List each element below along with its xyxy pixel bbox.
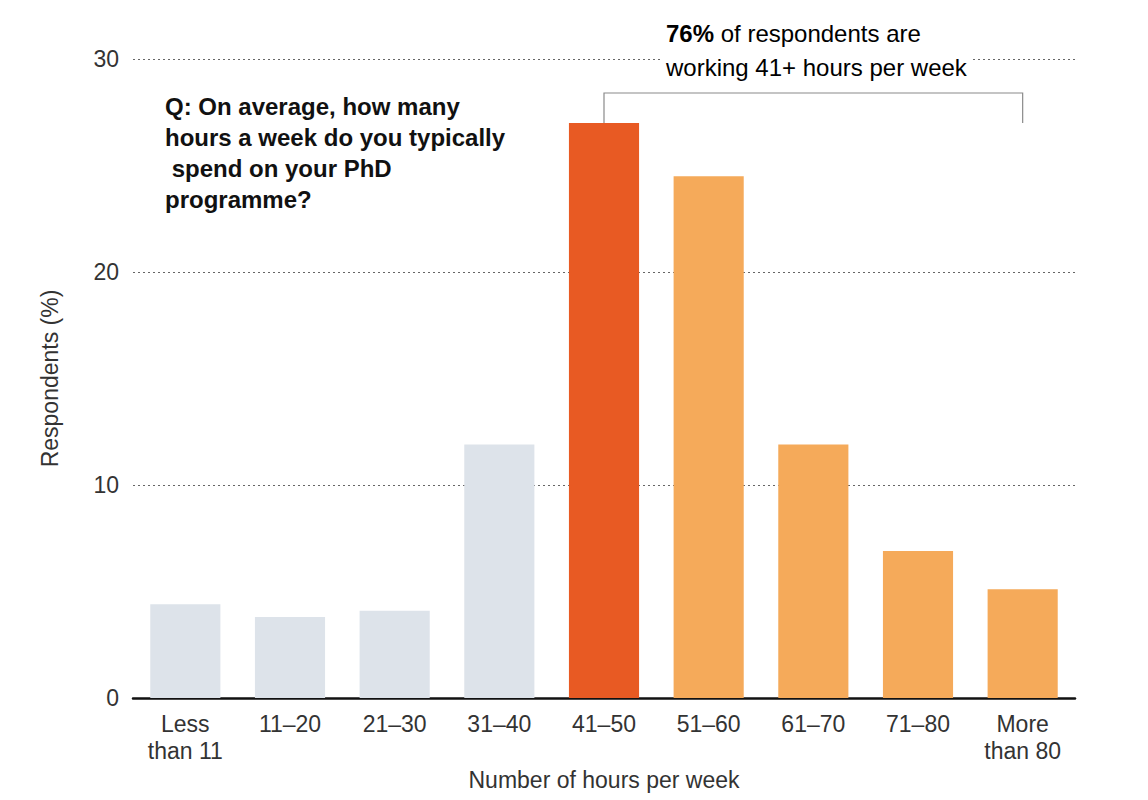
svg-text:Number of hours per week: Number of hours per week <box>468 767 740 793</box>
svg-text:spend on your PhD: spend on your PhD <box>165 155 398 182</box>
svg-text:20: 20 <box>93 259 119 285</box>
svg-text:41–50: 41–50 <box>572 711 636 737</box>
svg-text:working 41+ hours per week: working 41+ hours per week <box>665 54 968 81</box>
svg-text:51–60: 51–60 <box>677 711 741 737</box>
svg-text:71–80: 71–80 <box>886 711 950 737</box>
svg-text:than 80: than 80 <box>984 738 1061 764</box>
svg-text:31–40: 31–40 <box>467 711 531 737</box>
svg-text:hours a week do you typically: hours a week do you typically <box>165 124 506 151</box>
svg-text:Q: On average, how many: Q: On average, how many <box>165 93 466 120</box>
svg-text:76%: 76% <box>666 20 714 47</box>
svg-text:Respondents (%): Respondents (%) <box>37 290 63 468</box>
svg-text:21–30: 21–30 <box>363 711 427 737</box>
svg-text:10: 10 <box>93 472 119 498</box>
svg-text:11–20: 11–20 <box>259 711 321 737</box>
svg-text:30: 30 <box>93 46 119 72</box>
svg-text:0: 0 <box>106 685 119 711</box>
svg-text:of respondents are: of respondents are <box>714 20 921 47</box>
svg-text:61–70: 61–70 <box>781 711 845 737</box>
svg-text:programme?: programme? <box>165 186 312 213</box>
svg-text:than 11: than 11 <box>148 738 223 764</box>
svg-text:Less: Less <box>161 711 210 737</box>
svg-text:More: More <box>996 711 1048 737</box>
